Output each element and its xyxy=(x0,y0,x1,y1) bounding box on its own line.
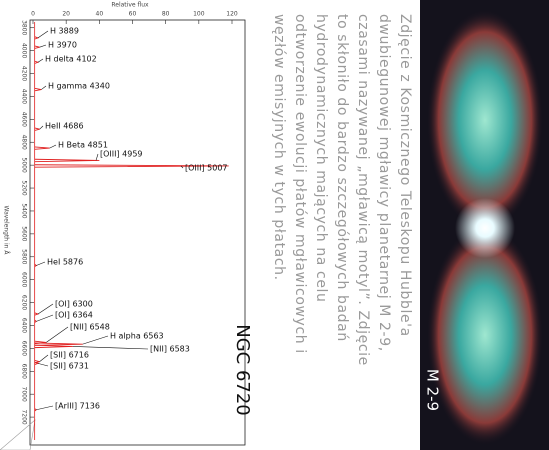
caption-line: Zdjęcie z Kosmicznego Teleskopu Hubble'a xyxy=(397,14,413,337)
caption-line: to skłoniło do bardzo szczegółowych bada… xyxy=(334,14,350,342)
line-label: [SII] 6716 xyxy=(50,351,89,360)
line-label: H gamma 4340 xyxy=(48,82,110,91)
y-tick-label: 120 xyxy=(226,11,238,18)
line-label: HeI 5876 xyxy=(47,258,83,267)
y-tick-label: 100 xyxy=(193,11,205,18)
caption-line: dwubiegunowej mgławicy planetarnej M 2-9… xyxy=(376,14,392,352)
y-tick-label: 0 xyxy=(31,11,35,18)
caption-line: odtworzenie ewolucji płatów mgławicowych… xyxy=(292,14,308,354)
x-tick-label: 5000 xyxy=(21,158,28,173)
x-tick-label: 6200 xyxy=(21,295,28,310)
x-tick-label: 5600 xyxy=(21,226,28,241)
y-tick-label: 40 xyxy=(96,11,104,18)
y-tick-label: 60 xyxy=(129,11,137,18)
image-label: M 2-9 xyxy=(424,369,442,411)
caption-line: czasami nazywanej „mgławicą motyl”. Zdję… xyxy=(355,14,371,366)
line-label: H 3889 xyxy=(50,27,79,36)
y-tick-label: 20 xyxy=(62,11,70,18)
x-tick-label: 5200 xyxy=(21,180,28,195)
line-label: H 3970 xyxy=(48,41,77,50)
caption-line: hydrodynamicznych mających na celu xyxy=(313,14,329,303)
x-tick-label: 4000 xyxy=(21,43,28,58)
x-tick-label: 7200 xyxy=(21,409,28,424)
x-tick-label: 3800 xyxy=(21,20,28,35)
x-tick-label: 6800 xyxy=(21,364,28,379)
x-tick-label: 4800 xyxy=(21,135,28,150)
line-label: [NII] 6548 xyxy=(70,323,110,332)
x-tick-label: 6600 xyxy=(21,341,28,356)
x-tick-label: 4200 xyxy=(21,66,28,81)
line-label: [OIII] 4959 xyxy=(100,150,143,159)
y-axis-title: Relative flux xyxy=(111,2,149,9)
line-label: [OI] 6300 xyxy=(55,300,93,309)
x-tick-label: 7000 xyxy=(21,387,28,402)
line-label: [ArIII] 7136 xyxy=(55,402,100,411)
line-label: HeII 4686 xyxy=(45,122,84,131)
line-label: H alpha 6563 xyxy=(110,332,164,341)
line-label: [OI] 6364 xyxy=(55,311,93,320)
x-tick-label: 4600 xyxy=(21,112,28,127)
line-label: [OIII] 5007 xyxy=(185,164,228,173)
y-tick-label: 80 xyxy=(162,11,170,18)
line-label: [SII] 6731 xyxy=(50,362,89,371)
x-tick-label: 6400 xyxy=(21,318,28,333)
x-tick-label: 5400 xyxy=(21,203,28,218)
line-label: H Beta 4851 xyxy=(58,141,108,150)
x-tick-label: 6000 xyxy=(21,272,28,287)
x-tick-label: 4400 xyxy=(21,89,28,104)
x-axis-title: Wavelength in Å xyxy=(3,206,10,256)
x-tick-label: 5800 xyxy=(21,249,28,264)
line-label: H delta 4102 xyxy=(45,55,97,64)
caption-line: węzłów emisyjnych w tych płatach. xyxy=(271,14,287,281)
page: Relative flux Wavelength in Å NGC 6720 M… xyxy=(0,0,549,450)
chart-title: NGC 6720 xyxy=(232,324,253,416)
line-label: [NII] 6583 xyxy=(150,345,190,354)
